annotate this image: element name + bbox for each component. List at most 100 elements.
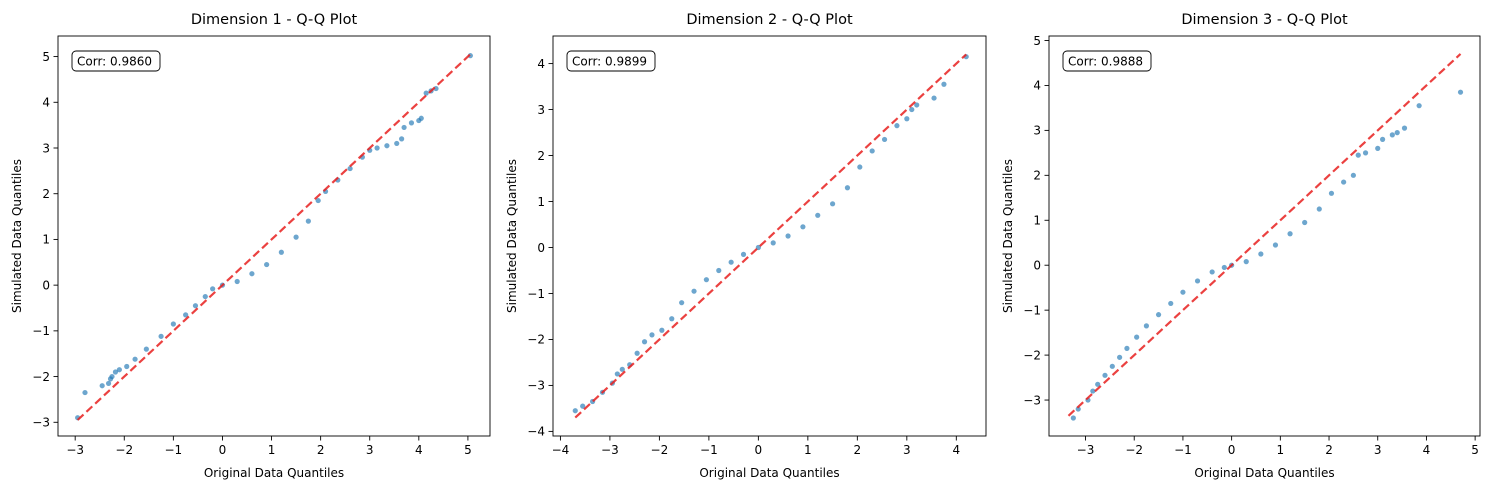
data-point bbox=[800, 224, 806, 230]
data-point bbox=[1457, 89, 1464, 95]
data-point bbox=[1316, 206, 1322, 212]
data-point bbox=[1394, 130, 1400, 136]
data-point bbox=[1070, 415, 1076, 421]
data-point bbox=[132, 356, 138, 362]
y-tick-label: −1 bbox=[527, 287, 545, 301]
data-point bbox=[857, 164, 863, 170]
x-tick-label: −2 bbox=[651, 443, 669, 457]
data-point bbox=[740, 251, 747, 257]
data-point bbox=[109, 373, 115, 380]
data-point bbox=[1221, 264, 1227, 271]
data-point bbox=[909, 106, 915, 113]
data-point bbox=[1328, 190, 1335, 196]
data-point bbox=[401, 124, 407, 131]
data-point bbox=[1102, 372, 1108, 378]
data-point bbox=[1090, 388, 1096, 394]
y-axis-label: Simulated Data Quantiles bbox=[1001, 159, 1015, 313]
data-point bbox=[249, 271, 255, 277]
y-tick-label: 0 bbox=[537, 241, 545, 255]
x-axis-label: Original Data Quantiles bbox=[1194, 466, 1334, 480]
data-point bbox=[418, 115, 424, 121]
y-tick-label: −3 bbox=[1023, 393, 1041, 407]
x-tick-label: 4 bbox=[952, 443, 960, 457]
data-point bbox=[384, 143, 390, 149]
data-point bbox=[1401, 125, 1408, 131]
x-tick-label: 1 bbox=[1277, 443, 1285, 457]
chart-panel-1: Dimension 1 - Q-Q Plot −3 −2 −1 0 1 2 3 4 5 −3 −2 −1… bbox=[10, 12, 491, 480]
y-tick-label: −2 bbox=[32, 370, 50, 384]
chart-panel-3: Dimension 3 - Q-Q Plot −3 −2 −1 0 1 2 3 4 5 −3 −2 −1… bbox=[1001, 12, 1481, 480]
data-point bbox=[116, 367, 122, 373]
y-tick-label: 4 bbox=[42, 96, 50, 110]
data-point bbox=[234, 278, 240, 285]
data-point bbox=[904, 116, 910, 122]
x-tick-label: 4 bbox=[415, 443, 423, 457]
x-tick-label: −3 bbox=[601, 443, 619, 457]
x-tick-label: −4 bbox=[552, 443, 570, 457]
x-tick-label: 4 bbox=[1423, 443, 1431, 457]
y-tick-label: 5 bbox=[42, 50, 50, 64]
data-point bbox=[278, 249, 284, 255]
x-tick-label: −1 bbox=[700, 443, 718, 457]
x-tick-label: 1 bbox=[804, 443, 812, 457]
data-point bbox=[716, 267, 722, 274]
chart-title: Dimension 3 - Q-Q Plot bbox=[1181, 12, 1348, 28]
data-point bbox=[1302, 219, 1308, 226]
correlation-label: Corr: 0.9860 bbox=[77, 55, 152, 69]
data-point bbox=[659, 327, 665, 333]
data-point bbox=[1416, 103, 1422, 109]
x-tick-label: 2 bbox=[317, 443, 325, 457]
data-point bbox=[1155, 312, 1162, 318]
x-tick-label: 0 bbox=[1228, 443, 1236, 457]
data-point bbox=[634, 350, 640, 356]
data-point bbox=[641, 339, 648, 345]
data-point bbox=[143, 346, 149, 352]
data-point bbox=[112, 369, 119, 375]
data-point bbox=[99, 383, 105, 389]
x-tick-label: 2 bbox=[1325, 443, 1333, 457]
x-tick-label: −1 bbox=[1174, 443, 1192, 457]
y-tick-label: 0 bbox=[1033, 259, 1041, 273]
data-point bbox=[580, 403, 586, 409]
x-tick-label: −3 bbox=[1077, 443, 1095, 457]
data-point bbox=[619, 366, 625, 372]
x-tick-label: 5 bbox=[464, 443, 472, 457]
x-axis-label: Original Data Quantiles bbox=[204, 466, 344, 480]
data-point bbox=[347, 165, 353, 172]
data-point bbox=[1117, 354, 1123, 360]
x-tick-label: 3 bbox=[1374, 443, 1382, 457]
data-point bbox=[408, 120, 415, 126]
correlation-box bbox=[1062, 50, 1152, 72]
y-tick-label: 1 bbox=[537, 195, 545, 209]
data-point bbox=[1168, 300, 1174, 307]
y-tick-label: 1 bbox=[1033, 214, 1041, 228]
data-point bbox=[614, 371, 620, 377]
x-tick-label: 3 bbox=[903, 443, 911, 457]
data-point bbox=[1209, 269, 1215, 275]
data-point bbox=[305, 218, 311, 224]
data-point bbox=[105, 380, 112, 387]
reference-line bbox=[574, 53, 967, 419]
data-point bbox=[914, 102, 920, 108]
x-tick-label: 3 bbox=[366, 443, 374, 457]
x-tick-label: 1 bbox=[268, 443, 276, 457]
y-axis-label: Simulated Data Quantiles bbox=[505, 159, 519, 313]
data-point bbox=[679, 300, 685, 306]
y-tick-label: −1 bbox=[1023, 303, 1041, 317]
data-point bbox=[770, 240, 776, 246]
y-tick-label: −1 bbox=[32, 324, 50, 338]
data-point bbox=[572, 408, 578, 414]
y-tick-label: 4 bbox=[1033, 79, 1041, 93]
data-point bbox=[815, 212, 821, 218]
x-tick-label: −1 bbox=[165, 443, 183, 457]
y-tick-label: 3 bbox=[1033, 124, 1041, 138]
data-point bbox=[202, 293, 208, 300]
data-point bbox=[1143, 323, 1150, 329]
data-point bbox=[170, 321, 176, 327]
y-tick-label: −4 bbox=[527, 425, 545, 439]
y-tick-label: 1 bbox=[42, 233, 50, 247]
data-point bbox=[394, 140, 400, 147]
data-point bbox=[82, 389, 88, 396]
data-point bbox=[881, 136, 888, 143]
y-tick-label: 2 bbox=[537, 149, 545, 163]
